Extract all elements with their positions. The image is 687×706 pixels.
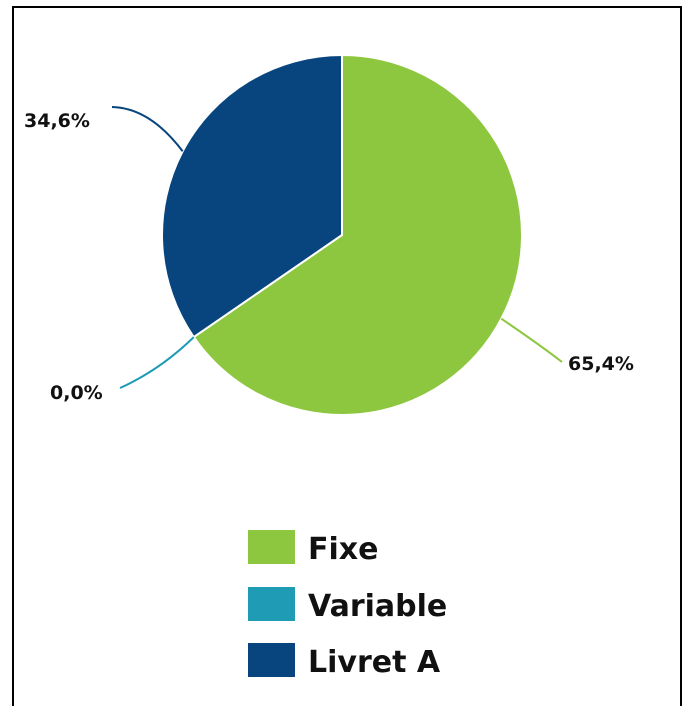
legend-swatch-variable xyxy=(248,587,295,621)
leader-line-fixe xyxy=(500,317,563,363)
legend-label-livret-a: Livret A xyxy=(308,645,441,680)
legend-label-fixe: Fixe xyxy=(308,532,378,567)
slice-label-livret-a: 34,6% xyxy=(24,110,90,132)
slice-label-variable: 0,0% xyxy=(50,382,103,404)
legend: Fixe Variable Livret A xyxy=(248,530,447,680)
pie-slices xyxy=(161,53,523,416)
legend-swatch-livret-a xyxy=(248,643,295,677)
leader-line-variable xyxy=(119,336,195,389)
leader-line-livret-a xyxy=(111,106,184,152)
leader-lines xyxy=(111,106,563,389)
pie-slice-fixe xyxy=(192,53,523,416)
chart-frame xyxy=(12,6,682,706)
legend-swatch-fixe xyxy=(248,530,295,564)
slice-label-fixe: 65,4% xyxy=(568,353,634,375)
legend-label-variable: Variable xyxy=(308,589,447,624)
pie-slice-livret-a xyxy=(161,53,343,339)
